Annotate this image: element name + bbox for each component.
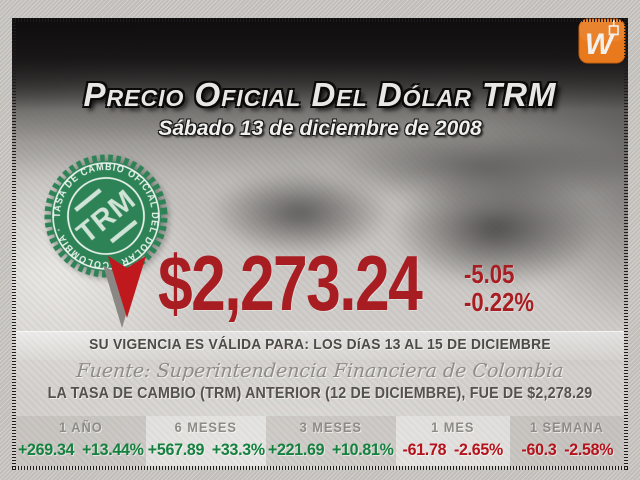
change-percent: +13.44% bbox=[81, 441, 144, 459]
trm-price-value: $2,273.24 bbox=[158, 239, 423, 327]
previous-rate-text: LA TASA DE CAMBIO (TRM) ANTERIOR (12 DE … bbox=[47, 385, 593, 402]
column-header: 1 AÑO bbox=[59, 420, 103, 435]
change-percent: +33.3% bbox=[211, 441, 265, 459]
stitch-border-right bbox=[624, 18, 628, 470]
change-percent: -2.65% bbox=[453, 441, 503, 459]
column-values: +269.34 +13.44% bbox=[18, 441, 144, 460]
stitch-border-left bbox=[12, 18, 16, 470]
column-header: 1 MES bbox=[431, 420, 475, 435]
column-values: -61.78 -2.65% bbox=[402, 441, 504, 460]
change-percent: +10.81% bbox=[332, 441, 394, 459]
column-values: +221.69 +10.81% bbox=[268, 441, 394, 460]
content-area: W Precio Oficial Del Dólar TRM Sábado 13… bbox=[12, 18, 628, 470]
period-change-table: 1 AÑO +269.34 +13.44% 6 MESES +567.89 +3… bbox=[16, 416, 625, 466]
change-absolute: +221.69 bbox=[268, 441, 325, 459]
validity-highlight-band bbox=[16, 331, 624, 360]
change-absolute: -61.78 bbox=[402, 441, 447, 459]
column-values: +567.89 +33.3% bbox=[147, 441, 264, 460]
change-absolute: +567.89 bbox=[147, 441, 204, 459]
w-radio-logo: W bbox=[578, 18, 626, 64]
change-percent: -2.58% bbox=[563, 441, 613, 459]
change-absolute: +269.34 bbox=[17, 441, 75, 459]
page-title: Precio Oficial Del Dólar TRM bbox=[83, 76, 557, 113]
table-column: 6 MESES +567.89 +33.3% bbox=[145, 416, 267, 466]
stitch-border-top bbox=[12, 18, 628, 22]
stitch-border-bottom bbox=[12, 466, 628, 470]
source-text: Fuente: Superintendencia Financiera de C… bbox=[75, 360, 565, 382]
price-change-absolute: -5.05 bbox=[464, 259, 515, 289]
table-column: 3 MESES +221.69 +10.81% bbox=[266, 416, 396, 466]
validity-text: SU VIGENCIA ES VÁLIDA PARA: LOS DíAS 13 … bbox=[89, 336, 551, 353]
column-header: 6 MESES bbox=[174, 420, 237, 435]
column-header: 1 SEMANA bbox=[529, 420, 604, 435]
change-absolute: -60.3 bbox=[521, 441, 557, 459]
date-subtitle: Sábado 13 de diciembre de 2008 bbox=[158, 117, 482, 140]
table-column: 1 MES -61.78 -2.65% bbox=[395, 416, 510, 466]
column-header: 3 MESES bbox=[299, 420, 363, 435]
table-column: 1 AÑO +269.34 +13.44% bbox=[16, 416, 146, 466]
price-change-percent: -0.22% bbox=[464, 287, 535, 317]
table-column: 1 SEMANA -60.3 -2.58% bbox=[509, 416, 625, 466]
down-arrow-icon bbox=[103, 256, 146, 328]
logo-letter: W bbox=[585, 28, 616, 61]
price-change-block: -5.05 -0.22% bbox=[464, 260, 534, 316]
column-values: -60.3 -2.58% bbox=[521, 441, 613, 460]
